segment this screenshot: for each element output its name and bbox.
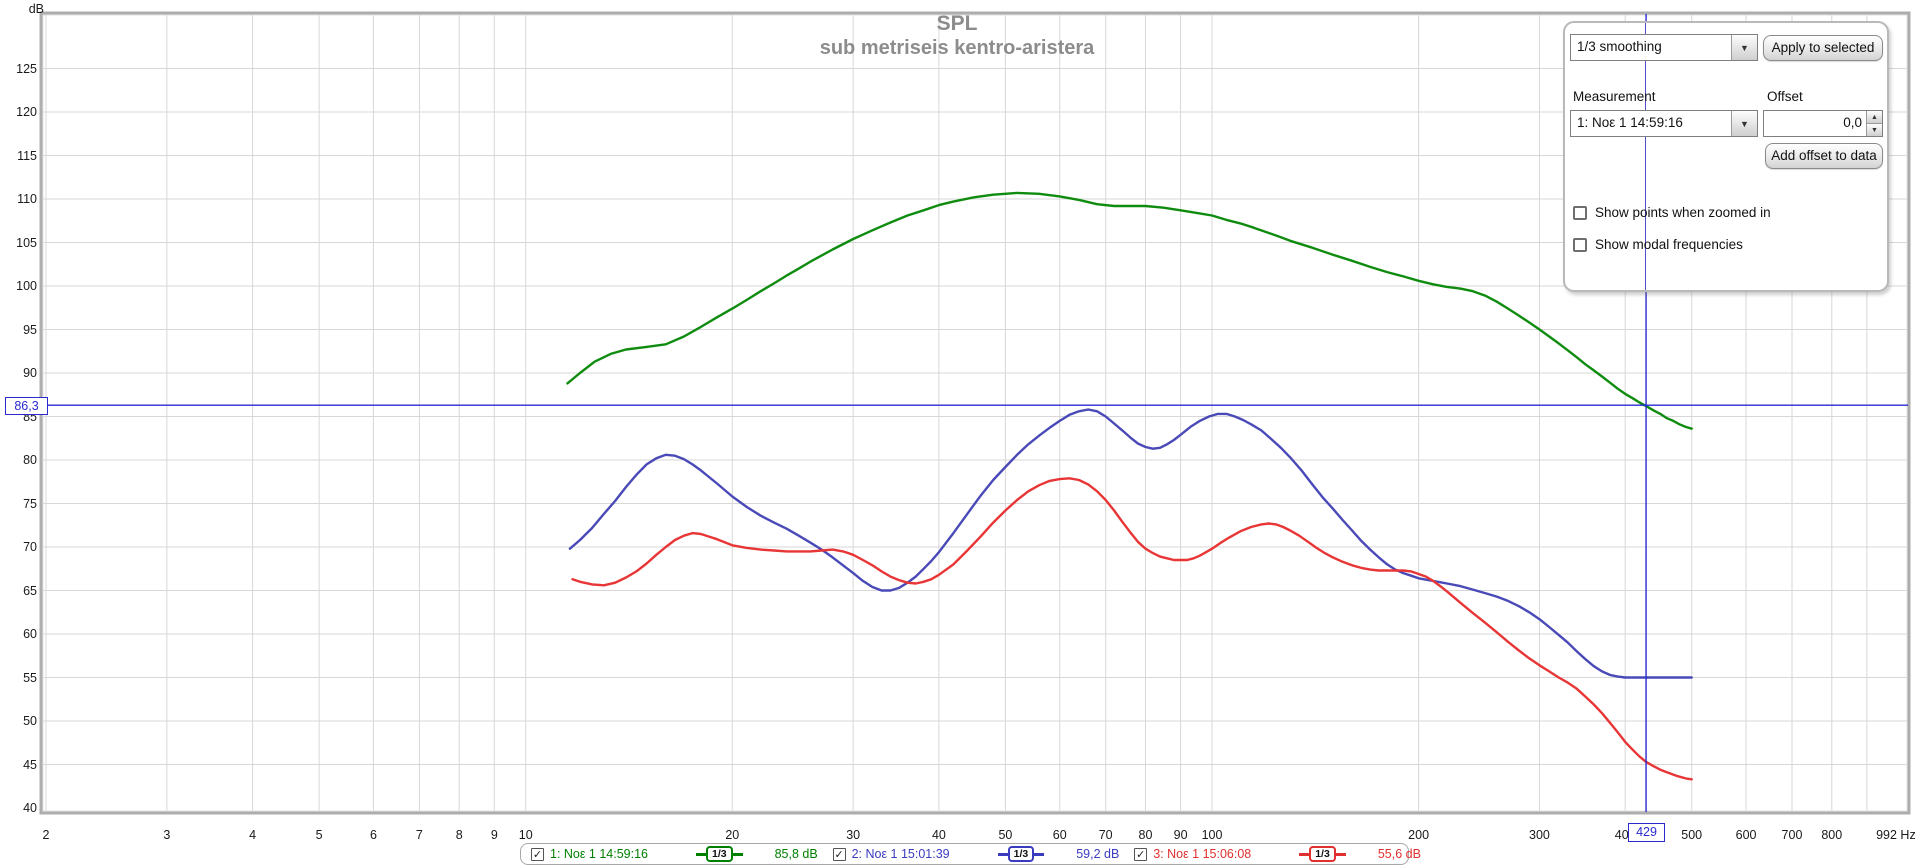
x-tick-500: 500 [1681, 828, 1703, 842]
legend-checkbox-3[interactable]: ✓ [1134, 847, 1148, 861]
x-tick-90: 90 [1173, 828, 1188, 842]
show-points-checkbox[interactable] [1573, 205, 1587, 220]
y-axis-unit-label: dB [28, 2, 44, 16]
x-tick-2: 2 [42, 828, 50, 842]
x-tick-600: 600 [1735, 828, 1757, 842]
curve-measurement-1 [566, 191, 1693, 430]
spinner-down-icon[interactable]: ▼ [1867, 124, 1882, 136]
measurement-label: Measurement [1573, 89, 1656, 104]
cursor-db-readout[interactable]: 86,3 [5, 397, 48, 415]
legend-item-1: ✓ 1: Νοε 1 14:59:16 1/3 85,8 dB [531, 846, 833, 862]
line-stub-icon [732, 852, 743, 856]
show-modal-row[interactable]: Show modal frequencies [1573, 237, 1743, 252]
y-tick-120: 120 [16, 105, 37, 119]
x-tick-7: 7 [415, 828, 423, 842]
x-tick-30: 30 [846, 828, 861, 842]
y-tick-75: 75 [23, 496, 37, 511]
legend-cursor-value: 59,2 dB [1076, 847, 1120, 861]
line-stub-icon [1299, 852, 1310, 856]
x-tick-20: 20 [725, 828, 740, 842]
y-tick-125: 125 [16, 61, 37, 76]
x-tick-992: 992 Hz [1876, 828, 1916, 842]
offset-value[interactable]: 0,0 [1843, 115, 1862, 130]
legend-item-3: ✓ 3: Νοε 1 15:06:08 1/3 55,6 dB [1134, 846, 1436, 862]
apply-to-selected-button[interactable]: Apply to selected [1763, 35, 1883, 61]
add-offset-to-data-button[interactable]: Add offset to data [1765, 143, 1883, 169]
x-tick-8: 8 [455, 828, 463, 842]
smoothing-value-badge: 1/3 [1309, 846, 1336, 862]
x-tick-10: 10 [518, 828, 533, 842]
x-tick-5: 5 [315, 828, 323, 842]
x-tick-300: 300 [1529, 828, 1550, 842]
legend-checkbox-1[interactable]: ✓ [531, 847, 544, 861]
legend-smoothing-badge: 1/3 [696, 846, 743, 862]
offset-label: Offset [1767, 89, 1803, 104]
curve-measurement-2 [568, 408, 1693, 679]
legend-measurement-name: 1: Νοε 1 14:59:16 [550, 847, 649, 861]
show-points-label: Show points when zoomed in [1595, 205, 1771, 220]
cursor-vertical-line-through-panel [1645, 23, 1646, 290]
measurement-dropdown[interactable]: 1: Νοε 1 14:59:16 ▼ [1570, 110, 1758, 137]
show-points-row[interactable]: Show points when zoomed in [1573, 205, 1771, 220]
x-tick-80: 80 [1138, 828, 1153, 842]
smoothing-value-badge: 1/3 [1007, 846, 1035, 862]
line-stub-icon [1335, 852, 1346, 856]
x-tick-9: 9 [490, 828, 498, 842]
show-modal-checkbox[interactable] [1573, 237, 1587, 252]
y-tick-40: 40 [23, 801, 37, 815]
line-stub-icon [1034, 852, 1045, 856]
chevron-down-icon[interactable]: ▼ [1731, 111, 1757, 136]
y-tick-55: 55 [23, 670, 37, 685]
curve-measurement-3 [571, 477, 1693, 781]
y-tick-60: 60 [23, 627, 37, 641]
x-tick-4: 4 [249, 828, 257, 842]
y-tick-110: 110 [17, 192, 37, 206]
y-tick-95: 95 [23, 322, 37, 337]
y-tick-65: 65 [23, 583, 37, 598]
measurement-dropdown-value: 1: Νοε 1 14:59:16 [1577, 115, 1683, 130]
graph-controls-panel: 1/3 smoothing ▼ Apply to selected Measur… [1563, 21, 1889, 292]
spinner-up-icon[interactable]: ▲ [1867, 111, 1882, 124]
legend-cursor-value: 85,8 dB [774, 847, 818, 861]
legend-smoothing-badge: 1/3 [1299, 846, 1346, 862]
y-tick-105: 105 [16, 235, 37, 250]
cursor-frequency-readout[interactable]: 429 [1628, 823, 1665, 842]
smoothing-dropdown[interactable]: 1/3 smoothing ▼ [1570, 34, 1758, 61]
offset-spinner[interactable]: 0,0 ▲ ▼ [1763, 110, 1883, 137]
line-stub-icon [997, 852, 1008, 856]
x-tick-60: 60 [1052, 828, 1067, 842]
legend-checkbox-2[interactable]: ✓ [832, 847, 846, 861]
legend-smoothing-badge: 1/3 [997, 846, 1045, 862]
x-tick-3: 3 [163, 828, 171, 842]
y-tick-115: 115 [17, 148, 37, 163]
legend-measurement-name: 3: Νοε 1 15:06:08 [1153, 847, 1252, 861]
y-tick-50: 50 [23, 714, 37, 728]
smoothing-dropdown-value: 1/3 smoothing [1577, 39, 1662, 54]
y-tick-45: 45 [23, 757, 37, 772]
x-tick-6: 6 [369, 828, 377, 842]
legend-item-2: ✓ 2: Νοε 1 15:01:39 1/3 59,2 dB [832, 846, 1135, 862]
x-tick-50: 50 [998, 828, 1013, 842]
smoothing-value-badge: 1/3 [706, 846, 733, 862]
legend-cursor-value: 55,6 dB [1377, 847, 1421, 861]
y-tick-70: 70 [23, 540, 37, 554]
x-tick-70: 70 [1098, 828, 1113, 842]
y-tick-100: 100 [16, 279, 37, 293]
chevron-down-icon[interactable]: ▼ [1731, 35, 1757, 60]
x-tick-700: 700 [1781, 828, 1803, 842]
line-stub-icon [696, 852, 706, 856]
x-tick-40: 40 [931, 828, 946, 842]
y-tick-90: 90 [23, 366, 37, 380]
y-tick-80: 80 [23, 453, 37, 467]
measurements-legend: ✓ 1: Νοε 1 14:59:16 1/3 85,8 dB ✓ 2: Νοε 1 15… [520, 843, 1421, 865]
x-tick-200: 200 [1408, 828, 1430, 842]
x-tick-100: 100 [1201, 828, 1223, 842]
legend-measurement-name: 2: Νοε 1 15:01:39 [851, 847, 950, 861]
spinner-arrows[interactable]: ▲ ▼ [1866, 111, 1882, 136]
show-modal-label: Show modal frequencies [1595, 237, 1743, 252]
x-tick-800: 800 [1821, 828, 1843, 842]
